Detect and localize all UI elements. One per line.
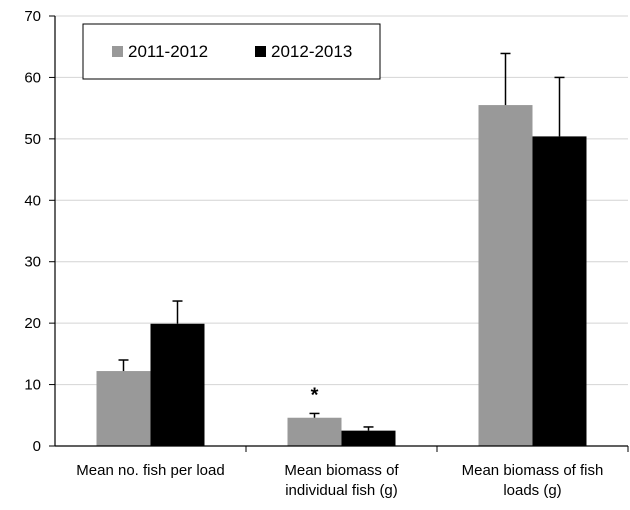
- bar-2012-2013: [341, 430, 396, 446]
- y-tick-label: 0: [33, 438, 41, 455]
- x-category-label: Mean no. fish per load: [76, 462, 224, 479]
- significance-marker: *: [311, 384, 319, 406]
- y-tick-label: 10: [24, 377, 41, 394]
- bar-2012-2013: [150, 323, 205, 446]
- legend: 2011-2012 2012-2013: [82, 23, 381, 80]
- legend-swatch: [112, 46, 123, 57]
- legend-swatch: [255, 46, 266, 57]
- bar-2012-2013: [532, 136, 587, 446]
- y-tick-label: 70: [24, 8, 41, 25]
- y-tick-label: 40: [24, 192, 41, 209]
- legend-label: 2011-2012: [128, 42, 208, 61]
- axes: [49, 15, 629, 452]
- x-category-label: loads (g): [503, 482, 561, 499]
- y-tick-label: 50: [24, 131, 41, 148]
- legend-label: 2012-2013: [271, 42, 352, 61]
- x-category-label: individual fish (g): [285, 482, 398, 499]
- x-category-label: Mean biomass of fish: [462, 462, 604, 479]
- y-tick-label: 20: [24, 315, 41, 332]
- y-tick-label: 30: [24, 254, 41, 271]
- bars: [96, 105, 587, 447]
- x-category-label: Mean biomass of: [284, 462, 399, 479]
- labels: 0 10 20 30 40 50 60 70 Mean no. fish per load Mea…: [24, 8, 603, 499]
- bar-2011-2012: [478, 105, 533, 447]
- y-tick-label: 60: [24, 69, 41, 86]
- bar-2011-2012: [96, 371, 151, 446]
- legend-box: [82, 23, 381, 80]
- error-bars: [118, 52, 565, 431]
- bar-2011-2012: [287, 417, 342, 446]
